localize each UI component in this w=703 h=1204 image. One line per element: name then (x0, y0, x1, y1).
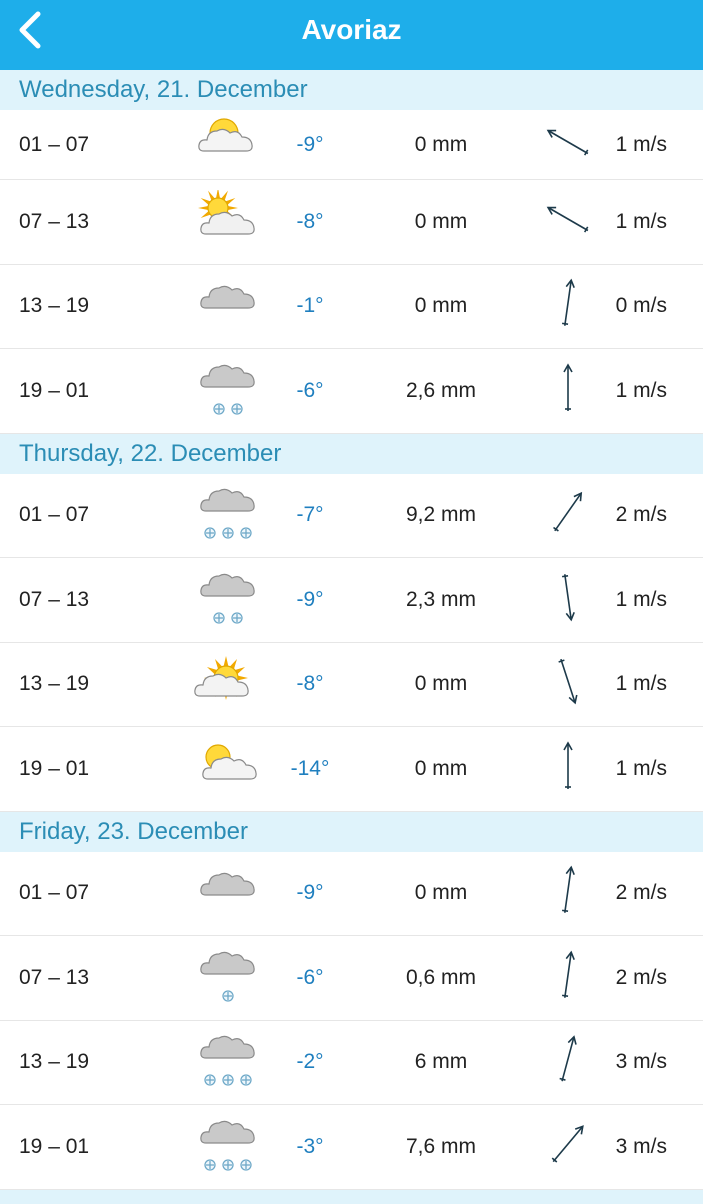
precipitation: 6 mm (414, 1050, 468, 1074)
wind-speed: 1 m/s (615, 209, 667, 233)
weather-icon (194, 274, 260, 338)
time-range: 01 – 07 (19, 503, 90, 527)
precipitation: 7,6 mm (405, 1134, 476, 1158)
weather-icon (194, 1030, 260, 1094)
forecast-row: 07 – 13 -9° 2,3 mm 1 m/s (0, 558, 703, 643)
temperature: -2° (296, 1050, 324, 1074)
precipitation: 2,6 mm (405, 378, 476, 402)
forecast-row: 07 – 13 -6° 0,6 mm 2 m/s (0, 936, 703, 1021)
weather-icon (194, 483, 260, 547)
temperature: -14° (290, 756, 330, 780)
wind-speed: 2 m/s (615, 965, 667, 989)
time-range: 01 – 07 (19, 132, 90, 156)
wind-arrow (543, 1034, 593, 1090)
wind-speed: 1 m/s (615, 587, 667, 611)
temperature: -9° (296, 132, 324, 156)
wind-arrow (543, 278, 593, 334)
wind-speed: 1 m/s (615, 378, 667, 402)
precipitation: 0 mm (414, 132, 468, 156)
day-header: Friday, 23. December (0, 811, 703, 852)
day-header: Thursday, 22. December (0, 433, 703, 474)
time-range: 01 – 07 (19, 881, 90, 905)
wind-speed: 3 m/s (615, 1050, 667, 1074)
wind-arrow (543, 656, 593, 712)
weather-icon (194, 1115, 260, 1179)
forecast-row: 19 – 01 -3° 7,6 mm 3 m/s (0, 1105, 703, 1190)
time-range: 13 – 19 (19, 672, 90, 696)
time-range: 07 – 13 (19, 965, 90, 989)
temperature: -7° (296, 503, 324, 527)
temperature: -6° (296, 965, 324, 989)
temperature: -6° (296, 378, 324, 402)
next-day-header (0, 1189, 703, 1204)
precipitation: 0 mm (414, 209, 468, 233)
day-header: Wednesday, 21. December (0, 70, 703, 110)
weather-icon (194, 359, 260, 423)
weather-icon (194, 187, 260, 254)
precipitation: 0 mm (414, 294, 468, 318)
time-range: 19 – 01 (19, 378, 90, 402)
temperature: -9° (296, 587, 324, 611)
time-range: 07 – 13 (19, 587, 90, 611)
precipitation: 0 mm (414, 881, 468, 905)
forecast-row: 01 – 07 -9° 0 mm 1 m/s (0, 110, 703, 180)
temperature: -8° (296, 209, 324, 233)
precipitation: 9,2 mm (405, 503, 476, 527)
wind-arrow (543, 950, 593, 1006)
forecast-row: 13 – 19 -1° 0 mm 0 m/s (0, 265, 703, 349)
nav-title: Avoriaz (301, 14, 402, 45)
wind-speed: 1 m/s (615, 672, 667, 696)
time-range: 07 – 13 (19, 209, 90, 233)
precipitation: 2,3 mm (405, 587, 476, 611)
weather-icon (194, 737, 260, 801)
wind-arrow (543, 1119, 593, 1175)
forecast-list: Wednesday, 21. December 01 – 07 -9° 0 mm 1 m… (0, 70, 703, 1204)
wind-speed: 1 m/s (615, 132, 667, 156)
wind-arrow (543, 363, 593, 419)
nav-bar: Avoriaz (0, 0, 703, 70)
temperature: -1° (296, 294, 324, 318)
weather-icon (194, 568, 260, 632)
wind-arrow (543, 572, 593, 628)
temperature: -9° (296, 881, 324, 905)
time-range: 19 – 01 (19, 1134, 90, 1158)
forecast-row: 13 – 19 -8° 0 mm 1 m/s (0, 643, 703, 727)
forecast-row: 19 – 01 -6° 2,6 mm 1 m/s (0, 349, 703, 434)
wind-speed: 1 m/s (615, 756, 667, 780)
back-button[interactable] (14, 10, 44, 50)
forecast-row: 07 – 13 -8° 0 mm 1 m/s (0, 180, 703, 265)
temperature: -8° (296, 672, 324, 696)
precipitation: 0 mm (414, 756, 468, 780)
wind-speed: 2 m/s (615, 881, 667, 905)
wind-speed: 0 m/s (615, 294, 667, 318)
forecast-row: 13 – 19 -2° 6 mm 3 m/s (0, 1021, 703, 1105)
temperature: -3° (296, 1134, 324, 1158)
wind-speed: 2 m/s (615, 503, 667, 527)
forecast-row: 19 – 01 -14° 0 mm 1 m/s (0, 727, 703, 812)
wind-arrow (543, 487, 593, 543)
time-range: 13 – 19 (19, 1050, 90, 1074)
weather-icon (194, 652, 260, 716)
weather-icon (194, 861, 260, 925)
weather-icon (194, 946, 260, 1010)
time-range: 13 – 19 (19, 294, 90, 318)
forecast-row: 01 – 07 -9° 0 mm 2 m/s (0, 852, 703, 936)
weather-icon (194, 113, 260, 177)
precipitation: 0 mm (414, 672, 468, 696)
time-range: 19 – 01 (19, 756, 90, 780)
wind-arrow (543, 741, 593, 797)
wind-arrow (543, 865, 593, 921)
wind-arrow (543, 194, 593, 250)
forecast-row: 01 – 07 -7° 9,2 mm 2 m/s (0, 474, 703, 558)
precipitation: 0,6 mm (405, 965, 476, 989)
wind-speed: 3 m/s (615, 1134, 667, 1158)
wind-arrow (543, 117, 593, 173)
